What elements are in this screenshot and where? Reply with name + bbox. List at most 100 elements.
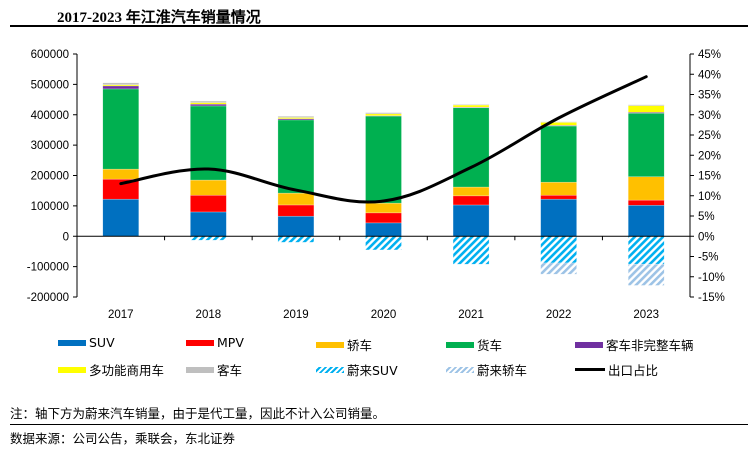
bar-segment-2021-2 bbox=[452, 186, 490, 197]
data-source: 数据来源：公司公告，乘联会，东北证券 bbox=[10, 431, 236, 446]
bar-segment-2021-6 bbox=[452, 104, 490, 106]
chart-note: 注：轴下方为蔚来汽车销量，由于是代工量，因此不计入公司销量。 bbox=[10, 406, 386, 421]
bar-segment-2017-0 bbox=[102, 198, 140, 237]
bar-segment-2018-7 bbox=[190, 236, 227, 241]
legend-label: MPV bbox=[217, 335, 244, 350]
legend-swatch bbox=[316, 341, 344, 348]
legend-label: SUV bbox=[89, 335, 115, 350]
bar-segment-2023-6 bbox=[627, 104, 665, 106]
x-axis-tick-label: 2017 bbox=[108, 309, 134, 321]
bar-segment-2022-1 bbox=[540, 194, 577, 200]
bar-segment-2019-2 bbox=[277, 192, 315, 206]
right-axis-tick-label: 10% bbox=[698, 191, 721, 203]
x-axis-tick-label: 2020 bbox=[371, 309, 397, 321]
bar-segment-2019-6 bbox=[277, 116, 315, 118]
note-divider bbox=[10, 424, 748, 425]
legend-swatch bbox=[446, 366, 474, 373]
legend-label: 轿车 bbox=[347, 338, 373, 353]
right-axis-tick-label: -15% bbox=[698, 292, 725, 304]
bar-segment-2023-8 bbox=[627, 263, 665, 286]
bars-layer bbox=[102, 82, 665, 286]
legend-item: 货车 bbox=[446, 335, 502, 354]
legend-swatch bbox=[186, 366, 214, 373]
bar-segment-2021-7 bbox=[452, 236, 490, 265]
right-axis-tick-label: 15% bbox=[698, 171, 721, 183]
bar-segment-2021-5 bbox=[452, 104, 490, 108]
legend-swatch bbox=[446, 341, 474, 348]
right-axis-tick-label: -5% bbox=[698, 252, 718, 264]
legend-label: 客车非完整车辆 bbox=[606, 338, 694, 353]
bar-segment-2019-3 bbox=[277, 119, 315, 194]
bar-segment-2021-3 bbox=[452, 107, 490, 188]
legend-item: 客车非完整车辆 bbox=[575, 335, 694, 354]
legend-item: MPV bbox=[186, 335, 244, 350]
legend-item: 多功能商用车 bbox=[58, 360, 164, 379]
bar-segment-2020-5 bbox=[365, 113, 402, 116]
chart-legend: SUV MPV 轿车 货车 客车非完整车辆多功能商用车 客车 蔚来SUV 蔚来轿车 出口占比 bbox=[0, 330, 748, 380]
legend-label: 出口占比 bbox=[608, 363, 659, 378]
bar-segment-2022-0 bbox=[540, 198, 577, 237]
bar-segment-2023-5 bbox=[627, 105, 665, 113]
export-ratio-line bbox=[119, 75, 648, 204]
bar-segment-2019-7 bbox=[277, 236, 315, 243]
legend-item: 客车 bbox=[186, 360, 242, 379]
legend-item: 蔚来轿车 bbox=[446, 360, 527, 379]
bar-segment-2022-2 bbox=[540, 181, 577, 196]
legend-item: 轿车 bbox=[316, 335, 372, 354]
right-axis-tick-label: 0% bbox=[698, 231, 715, 243]
legend-swatch bbox=[575, 341, 603, 348]
left-axis-tick-label: 0 bbox=[63, 231, 69, 243]
left-axis-tick-label: -100000 bbox=[27, 262, 69, 274]
bar-segment-2020-3 bbox=[365, 115, 402, 204]
left-axis-tick-label: 400000 bbox=[31, 110, 69, 122]
x-axis-tick-label: 2021 bbox=[458, 309, 484, 321]
bar-segment-2020-0 bbox=[365, 222, 402, 237]
legend-item: 蔚来SUV bbox=[316, 360, 398, 379]
legend-line-swatch bbox=[575, 368, 605, 371]
bar-segment-2022-3 bbox=[540, 125, 577, 183]
legend-swatch bbox=[58, 339, 86, 346]
bar-segment-2018-6 bbox=[190, 100, 227, 103]
export-ratio-line-layer bbox=[119, 75, 648, 204]
bar-segment-2023-3 bbox=[627, 112, 665, 177]
bar-segment-2023-0 bbox=[627, 205, 665, 237]
axes-layer: 600000 500000 400000 300000 200000 100000 0 -10… bbox=[27, 49, 725, 321]
bar-segment-2022-6 bbox=[540, 121, 577, 123]
right-axis-tick-label: 35% bbox=[698, 90, 721, 102]
bar-segment-2017-6 bbox=[102, 82, 140, 85]
bar-segment-2022-8 bbox=[540, 262, 577, 275]
left-axis-tick-label: 200000 bbox=[31, 171, 69, 183]
bar-segment-2017-2 bbox=[102, 168, 140, 180]
right-axis-tick-label: 40% bbox=[698, 69, 721, 81]
legend-swatch bbox=[186, 339, 214, 346]
right-axis-tick-label: 25% bbox=[698, 130, 721, 142]
right-axis-tick-label: 5% bbox=[698, 211, 715, 223]
left-axis-tick-label: 100000 bbox=[31, 201, 69, 213]
title-divider bbox=[10, 25, 748, 27]
x-axis-tick-label: 2022 bbox=[546, 309, 572, 321]
chart-title: 2017-2023 年江淮汽车销量情况 bbox=[57, 10, 261, 26]
bar-segment-2020-1 bbox=[365, 212, 402, 224]
bar-segment-2018-2 bbox=[190, 179, 227, 196]
bar-segment-2021-1 bbox=[452, 195, 490, 206]
bar-segment-2018-0 bbox=[190, 211, 227, 237]
bar-segment-2023-7 bbox=[627, 236, 665, 265]
bar-segment-2019-1 bbox=[277, 204, 315, 217]
left-axis-tick-label: 600000 bbox=[31, 49, 69, 61]
bar-segment-2020-6 bbox=[365, 112, 402, 115]
bar-segment-2023-2 bbox=[627, 176, 665, 201]
left-axis-tick-label: 300000 bbox=[31, 140, 69, 152]
chart-canvas: 600000 500000 400000 300000 200000 100000 0 -10… bbox=[27, 49, 725, 321]
bar-segment-2023-1 bbox=[627, 199, 665, 206]
bar-segment-2020-7 bbox=[365, 236, 402, 251]
legend-label: 蔚来轿车 bbox=[477, 363, 528, 378]
bar-segment-2022-7 bbox=[540, 236, 577, 264]
x-axis-tick-label: 2019 bbox=[283, 309, 309, 321]
legend-item: 出口占比 bbox=[575, 360, 658, 379]
legend-label: 客车 bbox=[217, 363, 243, 378]
x-axis-tick-label: 2023 bbox=[633, 309, 659, 321]
bar-segment-2017-3 bbox=[102, 88, 140, 170]
bar-segment-2021-0 bbox=[452, 204, 490, 237]
bar-segment-2018-4 bbox=[190, 103, 227, 107]
right-axis-tick-label: -10% bbox=[698, 272, 725, 284]
